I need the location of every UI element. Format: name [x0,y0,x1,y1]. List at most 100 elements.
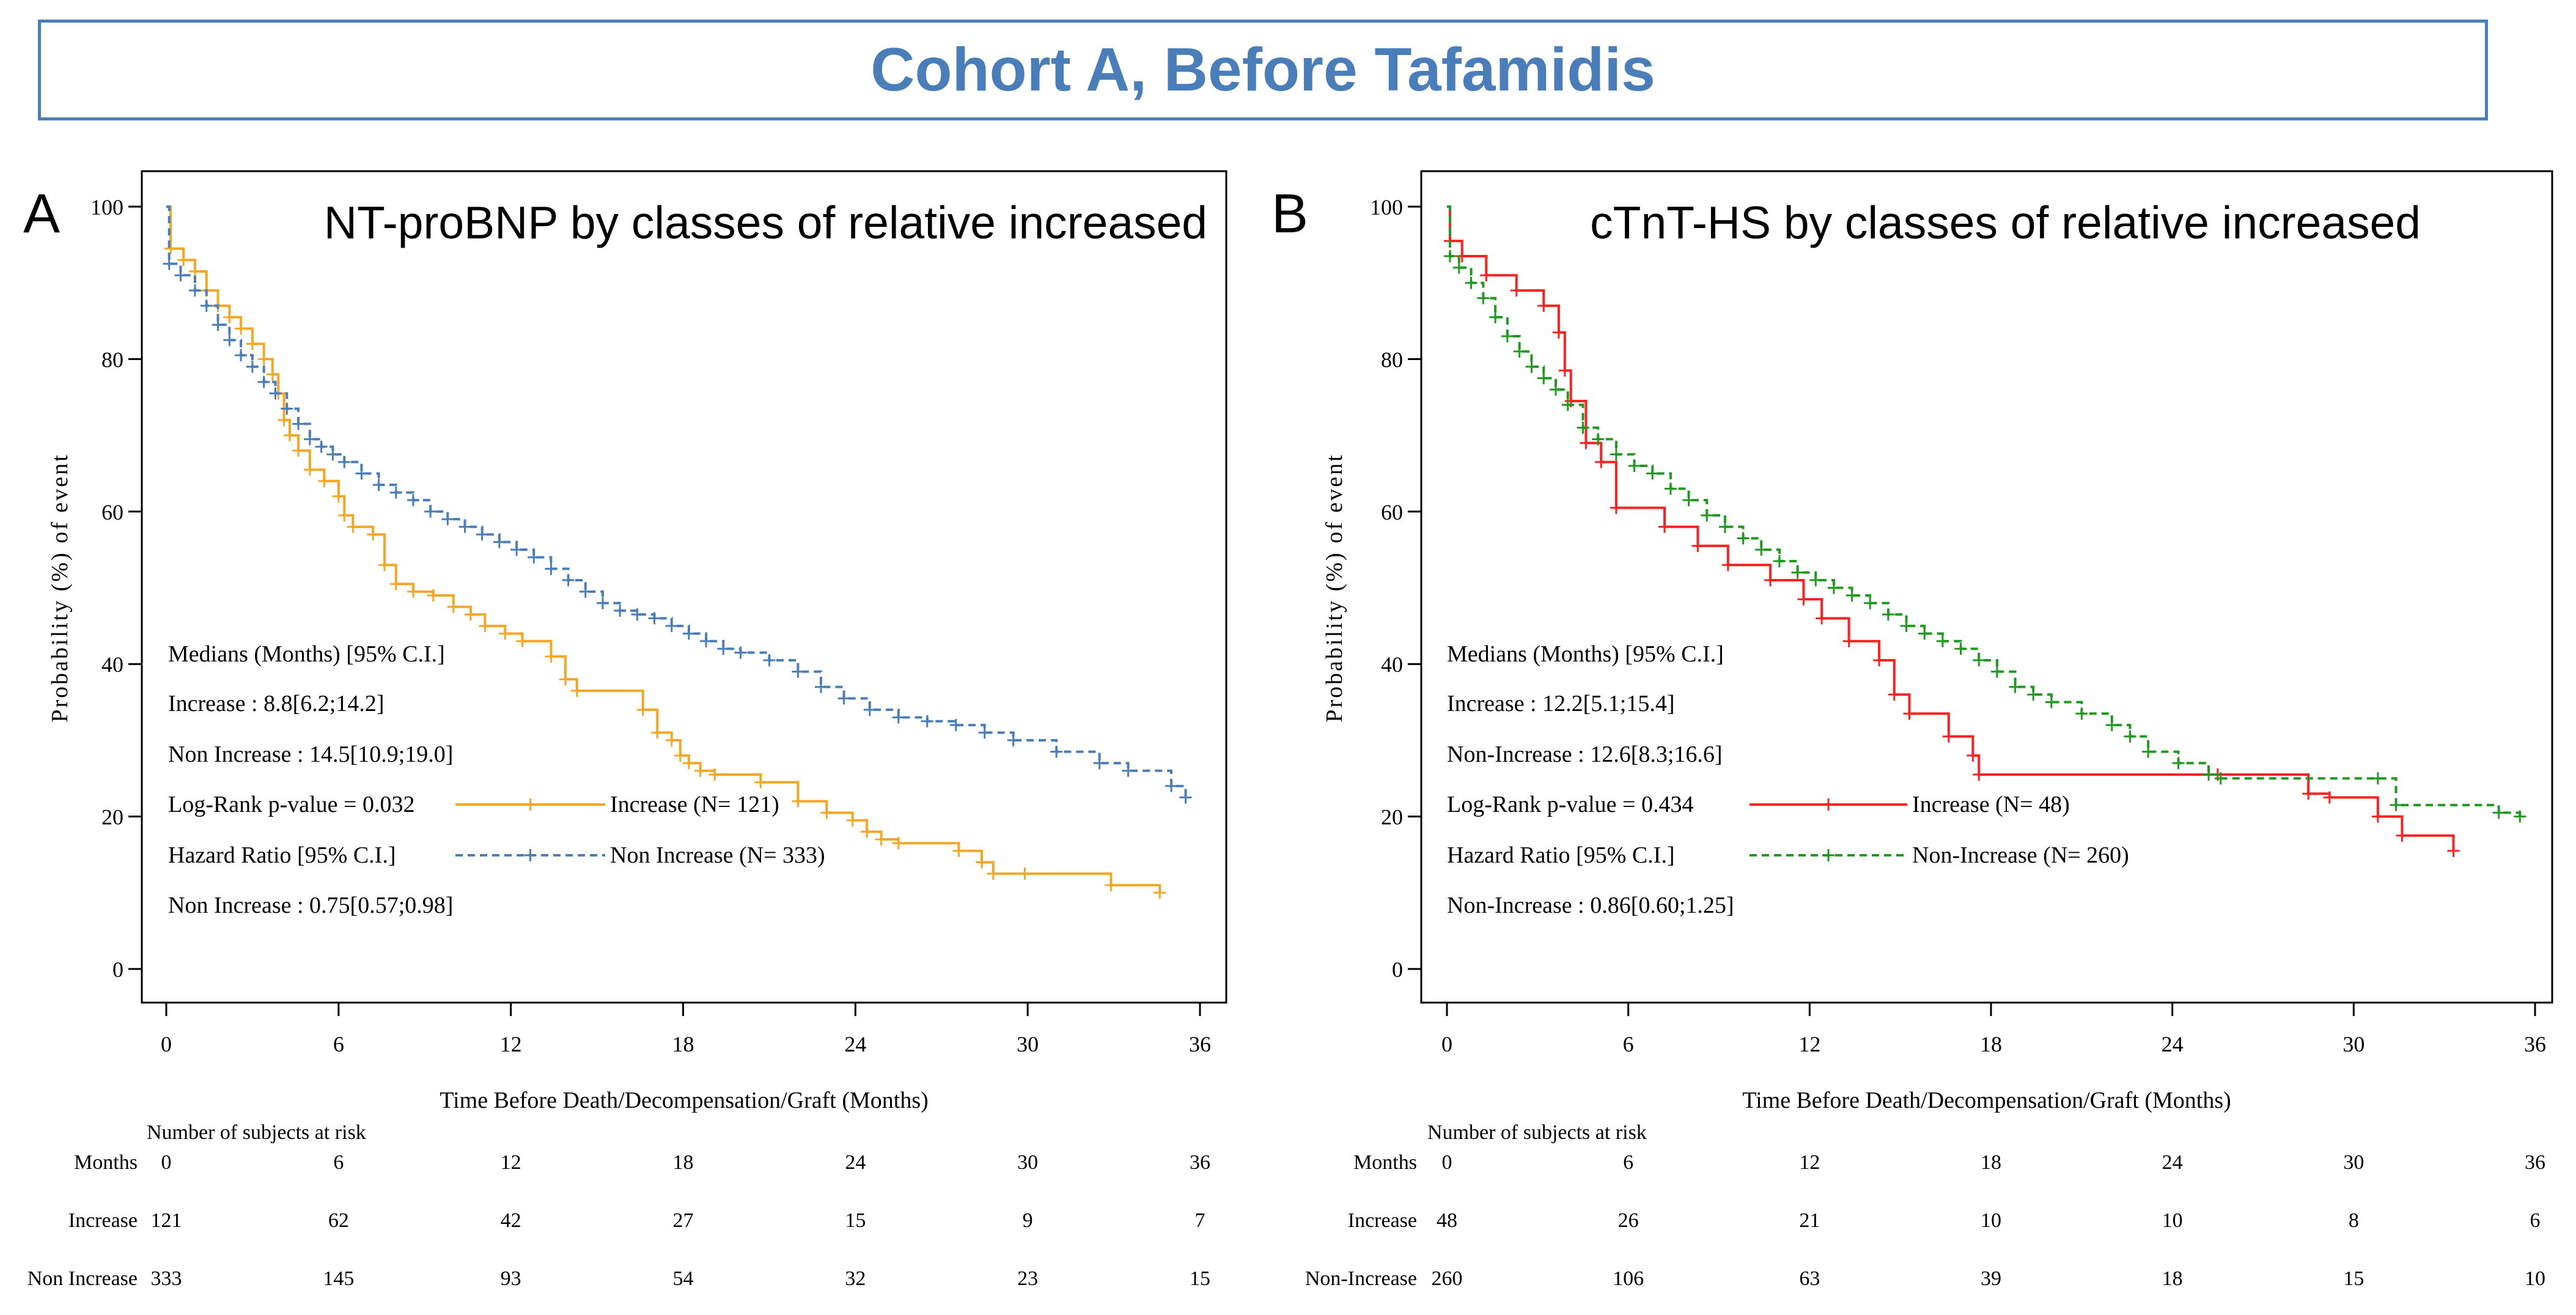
y-tick-label: 20 [101,805,123,830]
censor-mark [1154,886,1166,899]
x-tick-label: 18 [1980,1032,2002,1056]
censor-mark [1816,612,1828,625]
censor-mark [283,429,296,442]
censor-mark [246,337,259,350]
y-tick-label: 40 [1381,652,1403,677]
risk-cell: 24 [2162,1151,2183,1174]
risk-cell: 23 [1017,1267,1038,1290]
censor-mark [510,543,523,556]
censor-mark [1105,879,1117,891]
censor-mark [269,387,282,400]
censor-mark [1973,654,1985,666]
censor-mark [479,619,491,632]
censor-mark [223,311,236,323]
risk-cell: 10 [2525,1267,2545,1290]
y-tick-label: 60 [1381,500,1403,525]
stats-annotation: Non Increase : 0.75[0.57;0.98] [168,893,453,918]
censor-mark [763,654,776,666]
panel-title: NT-proBNP by classes of relative increas… [324,197,1207,248]
y-axis-title: Probability (%) of event [1322,453,1347,722]
censor-mark [2214,772,2227,785]
stats-annotation: Log-Rank p-value = 0.434 [1447,792,1693,817]
risk-cell: 6 [333,1151,344,1174]
risk-cell: 54 [673,1267,694,1290]
censor-mark [1122,764,1135,777]
censor-mark [2202,768,2215,781]
risk-cell: 36 [1190,1151,1210,1174]
y-tick-label: 40 [101,652,123,677]
censor-mark [570,684,583,697]
censor-mark [347,520,359,533]
risk-row-label: Months [1353,1151,1417,1174]
censor-mark [1691,539,1704,552]
risk-row-label: Increase [68,1209,138,1232]
censor-mark [458,520,471,533]
censor-mark [792,795,804,808]
censor-mark [235,322,248,335]
censor-mark [1888,688,1901,701]
censor-mark [303,463,316,476]
censor-mark [1846,589,1858,602]
censor-mark [1592,433,1605,446]
censor-mark [257,375,270,388]
censor-mark [631,608,644,621]
censor-mark [516,635,529,647]
stats-annotation: Non-Increase : 0.86[0.60;1.25] [1447,893,1734,918]
censor-mark [266,368,279,381]
censor-mark [1577,421,1589,434]
risk-cell: 15 [1190,1267,1210,1290]
censor-mark [1477,292,1490,304]
censor-mark [1664,482,1677,495]
censor-mark [318,474,331,487]
censor-mark [1842,635,1855,647]
censor-mark [1552,326,1565,339]
risk-cell: 333 [151,1267,182,1290]
censor-mark [1465,276,1478,289]
risk-cell: 106 [1613,1267,1644,1290]
censor-mark [651,726,664,739]
risk-cell: 10 [2162,1209,2183,1232]
y-tick-label: 0 [112,957,123,982]
censor-mark [1737,532,1750,545]
censor-mark [987,867,999,880]
y-tick-label: 0 [1392,957,1403,982]
x-tick-label: 6 [333,1032,344,1056]
censor-mark [1718,520,1731,533]
censor-mark [2371,772,2384,785]
risk-cell: 6 [2530,1209,2541,1232]
censor-mark [212,319,224,331]
censor-mark [562,574,575,587]
x-tick-label: 24 [2162,1032,2184,1056]
stats-annotation: Log-Rank p-value = 0.032 [168,792,414,817]
risk-cell: 32 [845,1267,866,1290]
censor-mark [2447,844,2460,857]
stats-annotation: Non-Increase : 12.6[8.3;16.6] [1447,742,1723,767]
risk-cell: 18 [673,1151,694,1174]
censor-mark [389,486,402,499]
censor-mark [1721,559,1734,572]
risk-cell: 9 [1023,1209,1033,1232]
censor-mark [820,806,833,819]
legend-label: Increase (N= 121) [610,792,779,817]
risk-cell: 12 [501,1151,521,1174]
risk-table-header: Number of subjects at risk [1427,1121,1647,1144]
legend-marker [524,798,537,811]
censor-mark [717,643,730,655]
plot-frame [1420,170,2553,1004]
censor-mark [1809,574,1822,587]
survival-curve [166,205,1161,893]
risk-cell: 26 [1618,1209,1639,1232]
y-tick-label: 80 [101,347,123,372]
censor-mark [2009,680,2022,693]
censor-mark [1942,730,1955,743]
censor-mark [407,494,419,507]
censor-mark [292,418,305,430]
censor-mark [303,433,316,446]
censor-mark [1967,749,1979,762]
risk-cell: 15 [845,1209,866,1232]
risk-cell: 0 [161,1151,172,1174]
censor-mark [1580,436,1592,449]
censor-mark [1550,383,1562,396]
censor-mark [921,715,933,727]
